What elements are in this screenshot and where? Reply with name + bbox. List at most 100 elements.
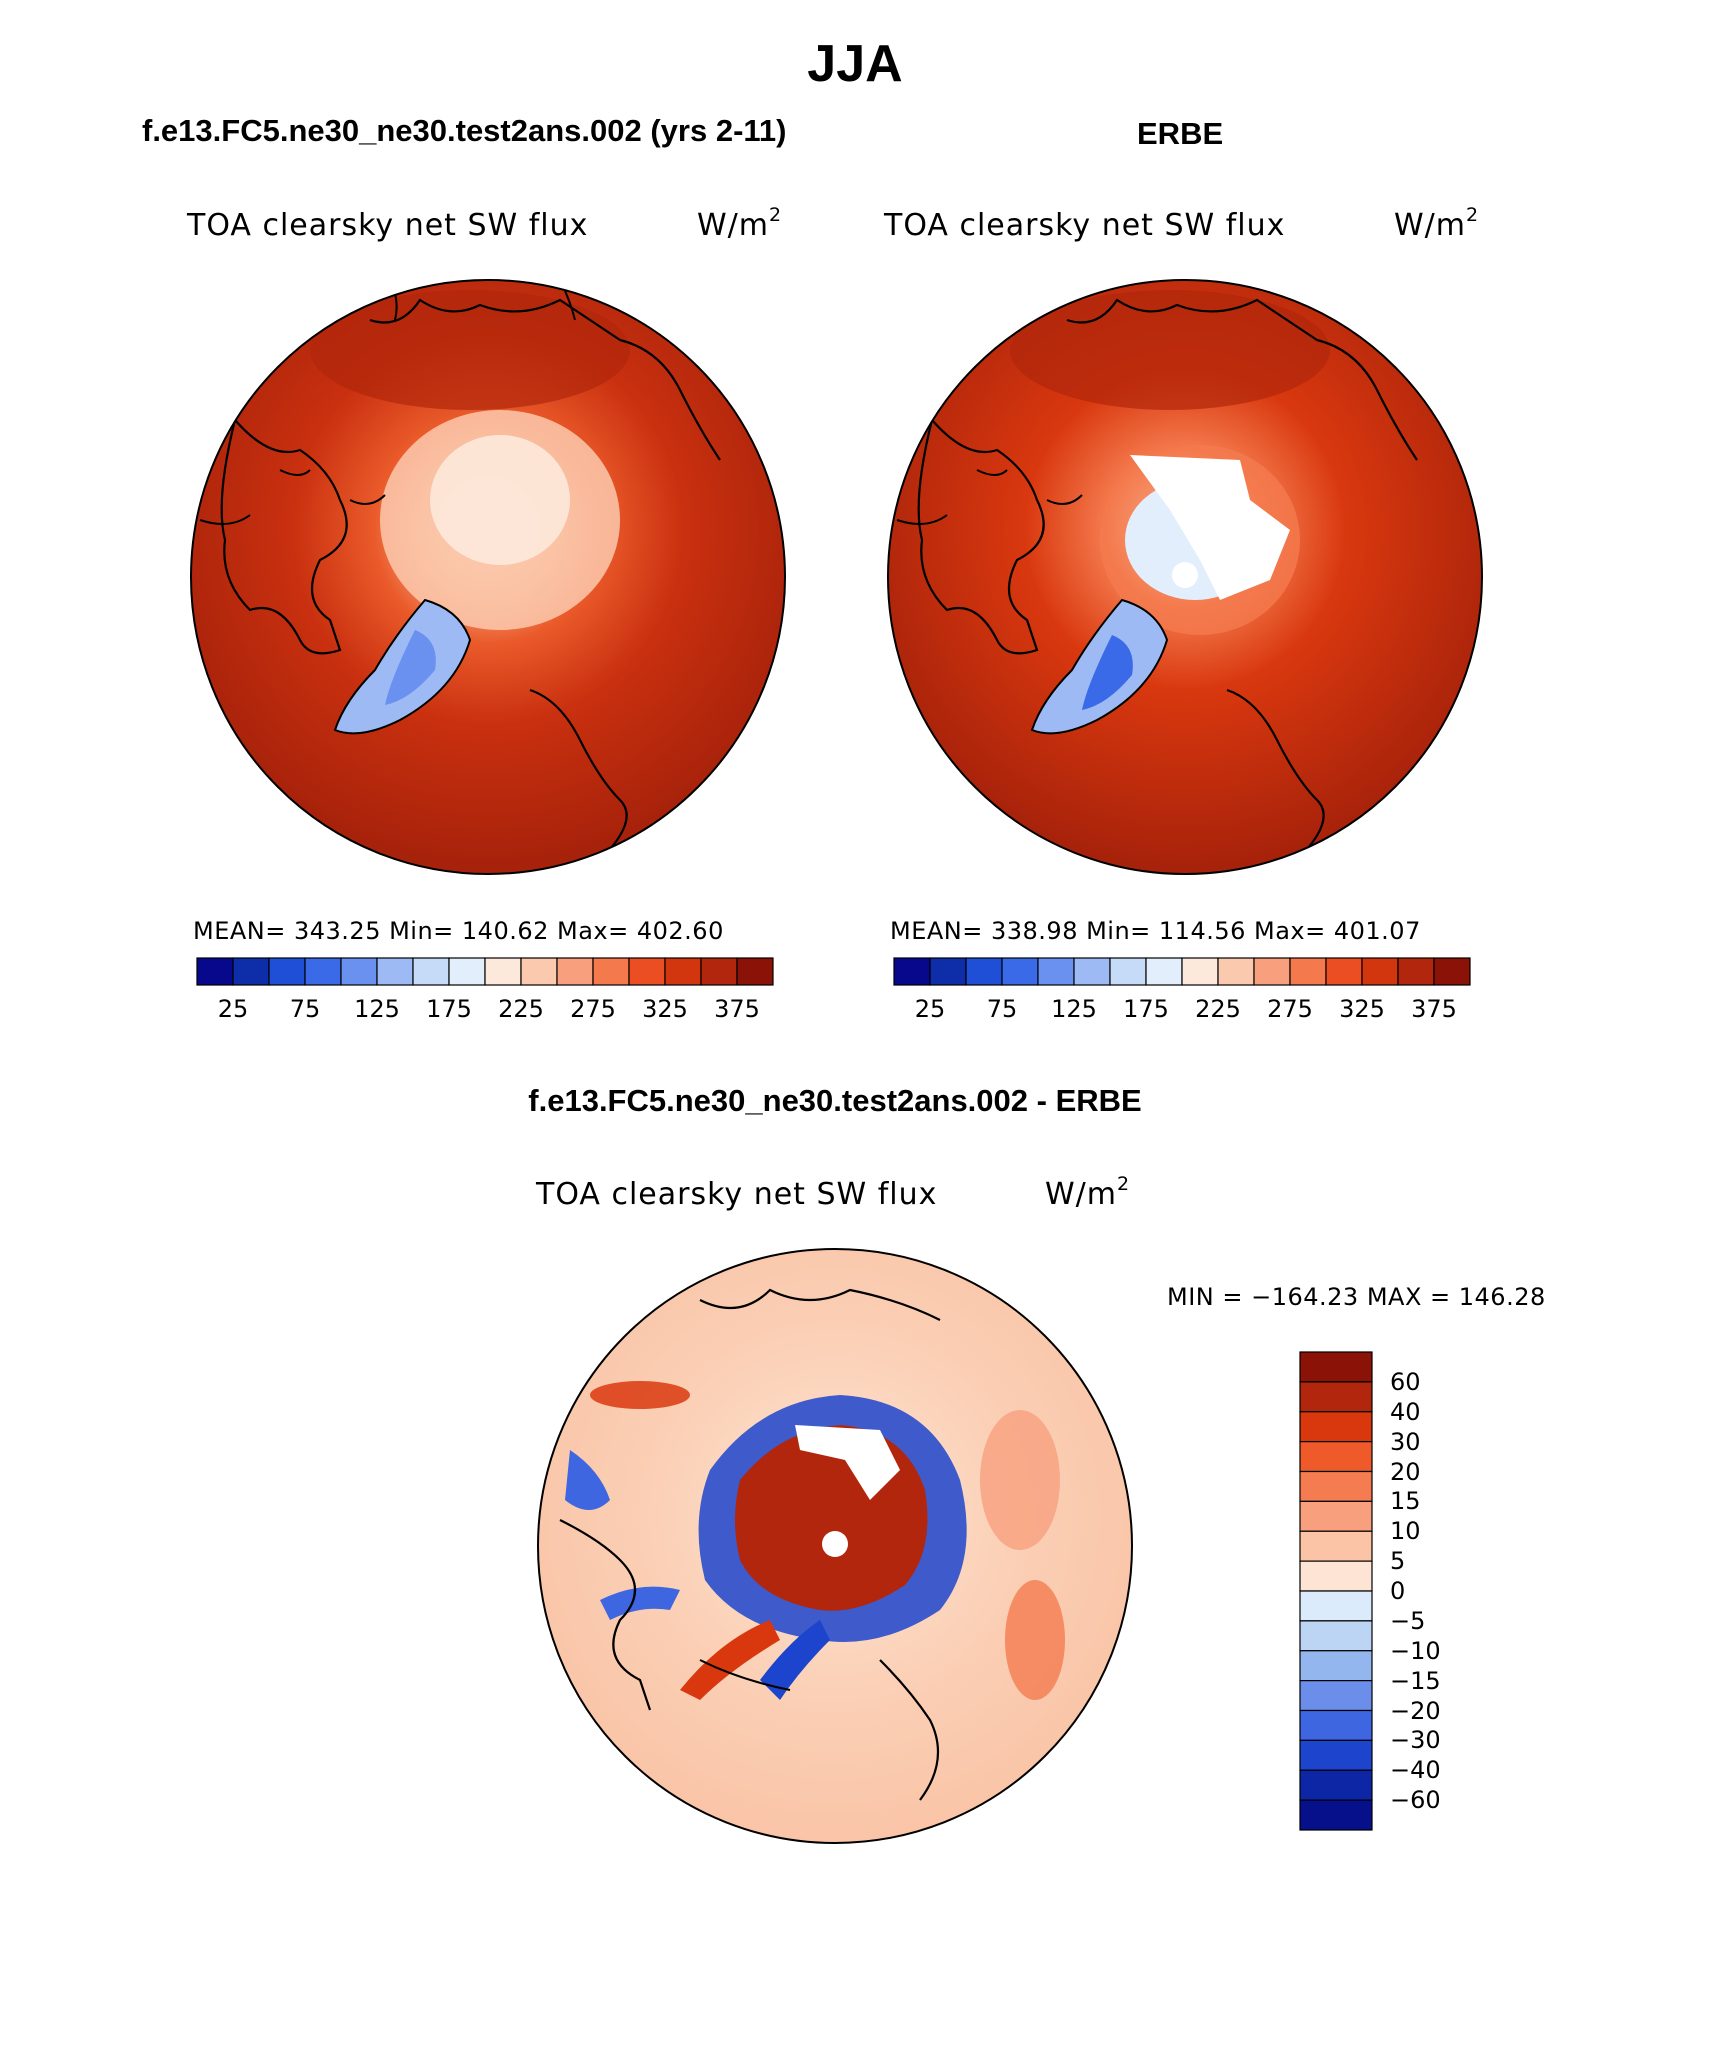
panel3-field — [600, 1586, 680, 1620]
panel3-missing-data — [795, 1425, 900, 1500]
panel1-coastline — [220, 417, 348, 655]
panel3-colorbar-tick: −30 — [1390, 1726, 1441, 1755]
panel1-coastline — [529, 688, 628, 861]
panel2-colorbar-swatch — [1433, 957, 1471, 986]
panel2-colorbar-tick: 325 — [1339, 995, 1385, 1023]
panel2-stats: MEAN= 338.98 Min= 114.56 Max= 401.07 — [890, 917, 1421, 945]
panel2-heading: ERBE — [1137, 116, 1224, 151]
panel2-variable-label: TOA clearsky net SW flux — [884, 208, 1286, 243]
panel3-colorbar-tick: −15 — [1390, 1666, 1441, 1695]
panel2-colorbar-tick: 175 — [1123, 995, 1169, 1023]
panel2-colorbar-swatch — [1253, 957, 1291, 986]
panel3-field — [760, 1620, 830, 1700]
panel1-coastline — [369, 298, 721, 461]
panel1-colorbar-swatch — [340, 957, 378, 986]
panel3-colorbar-tick: 60 — [1390, 1367, 1421, 1396]
panel1-field — [310, 290, 630, 410]
panel2-coastline — [917, 417, 1045, 655]
panel3-field — [1005, 1580, 1065, 1700]
panel2-colorbar-tick: 25 — [914, 995, 946, 1023]
panel3-pole-hole — [822, 1531, 848, 1557]
panel2-colorbar-swatch — [1397, 957, 1435, 986]
panel2-colorbar-tick: 275 — [1267, 995, 1313, 1023]
panel2-coastline — [1066, 298, 1418, 461]
panel1-colorbar-swatch — [412, 957, 450, 986]
panel1-colorbar-tick: 75 — [289, 995, 321, 1023]
panel2-pole-hole — [1172, 562, 1198, 588]
panel2-colorbar-tick: 225 — [1195, 995, 1241, 1023]
panel1-colorbar-swatch — [736, 957, 774, 986]
panel1-map-border — [190, 279, 786, 875]
panel1-colorbar-swatch — [268, 957, 306, 986]
figure-title: JJA — [807, 35, 903, 93]
panel3-colorbar-swatch — [1299, 1411, 1373, 1443]
panel3-colorbar-swatch — [1299, 1590, 1373, 1622]
panel1-colorbar-swatch — [556, 957, 594, 986]
panel3-colorbar-swatch — [1299, 1500, 1373, 1532]
panel1-units-label: W/m2 — [697, 204, 783, 243]
panel2-colorbar-tick: 75 — [986, 995, 1018, 1023]
panel2-field — [1010, 290, 1330, 410]
panel1-colorbar-tick: 375 — [714, 995, 760, 1023]
panel3-colorbar-swatch — [1299, 1650, 1373, 1682]
panel2-colorbar-swatch — [893, 957, 931, 986]
panel3-colorbar-swatch — [1299, 1351, 1373, 1383]
panel3-field — [680, 1620, 780, 1700]
panel3-colorbar-swatch — [1299, 1769, 1373, 1801]
panel2-greenland-core — [1082, 635, 1133, 710]
panel2-missing-data — [1130, 455, 1290, 600]
panel1-colorbar-tick: 25 — [217, 995, 249, 1023]
panel2-colorbar-swatch — [1181, 957, 1219, 986]
panel1-colorbar-tick: 275 — [570, 995, 616, 1023]
panel2-coastline — [896, 469, 1083, 525]
panel3-map-border — [537, 1248, 1133, 1844]
panel1-coastline — [199, 469, 386, 525]
panel1-colorbar-swatch — [664, 957, 702, 986]
panel1-variable-label: TOA clearsky net SW flux — [187, 208, 589, 243]
panel2-colorbar-swatch — [1109, 957, 1147, 986]
panel3-field — [590, 1381, 690, 1409]
panel2-colorbar-swatch — [965, 957, 1003, 986]
panel3-colorbar-tick: 0 — [1390, 1577, 1406, 1605]
panel3-colorbar-swatch — [1299, 1470, 1373, 1502]
panel3-coastline — [699, 1659, 791, 1691]
panel3-colorbar-tick: 30 — [1390, 1427, 1421, 1456]
panel2-colorbar-tick: 125 — [1051, 995, 1097, 1023]
panel2-units-label: W/m2 — [1394, 204, 1480, 243]
panel3-colorbar-tick: −10 — [1390, 1636, 1441, 1665]
panel3-colorbar-tick: 20 — [1390, 1457, 1421, 1486]
panel1-colorbar-swatch — [628, 957, 666, 986]
panel3-colorbar-tick: −60 — [1390, 1786, 1441, 1815]
panel3-colorbar-tick: 10 — [1390, 1517, 1421, 1546]
panel1-colorbar-swatch — [700, 957, 738, 986]
panel3-colorbar-swatch — [1299, 1620, 1373, 1652]
panel2-colorbar-tick: 375 — [1411, 995, 1457, 1023]
panel3-field — [980, 1410, 1060, 1550]
panel1-colorbar-tick: 175 — [426, 995, 472, 1023]
panel3-coastline — [559, 1519, 652, 1711]
panel3-colorbar-swatch — [1299, 1709, 1373, 1741]
panel1-colorbar-swatch — [592, 957, 630, 986]
panel1-colorbar-tick: 325 — [642, 995, 688, 1023]
panel3-colorbar-swatch — [1299, 1560, 1373, 1592]
panel1-colorbar-tick: 225 — [498, 995, 544, 1023]
panel2-colorbar-swatch — [1361, 957, 1399, 986]
panel2-colorbar-swatch — [1217, 957, 1255, 986]
panel3-colorbar-swatch — [1299, 1739, 1373, 1771]
panel3-colorbar-swatch — [1299, 1680, 1373, 1712]
panel2-colorbar-swatch — [1325, 957, 1363, 986]
panel2-colorbar-swatch — [1145, 957, 1183, 986]
panel3-heading: f.e13.FC5.ne30_ne30.test2ans.002 - ERBE — [528, 1083, 1142, 1118]
panel3-colorbar-tick: 15 — [1390, 1487, 1421, 1516]
panel2-colorbar-swatch — [1289, 957, 1327, 986]
panel1-colorbar-swatch — [376, 957, 414, 986]
panel1-greenland-core — [385, 630, 436, 705]
panel2-map-border — [887, 279, 1483, 875]
panel3-colorbar-tick: −20 — [1390, 1696, 1441, 1725]
panel3-colorbar-tick: 40 — [1390, 1397, 1421, 1426]
panel3-coastline — [879, 1659, 940, 1801]
